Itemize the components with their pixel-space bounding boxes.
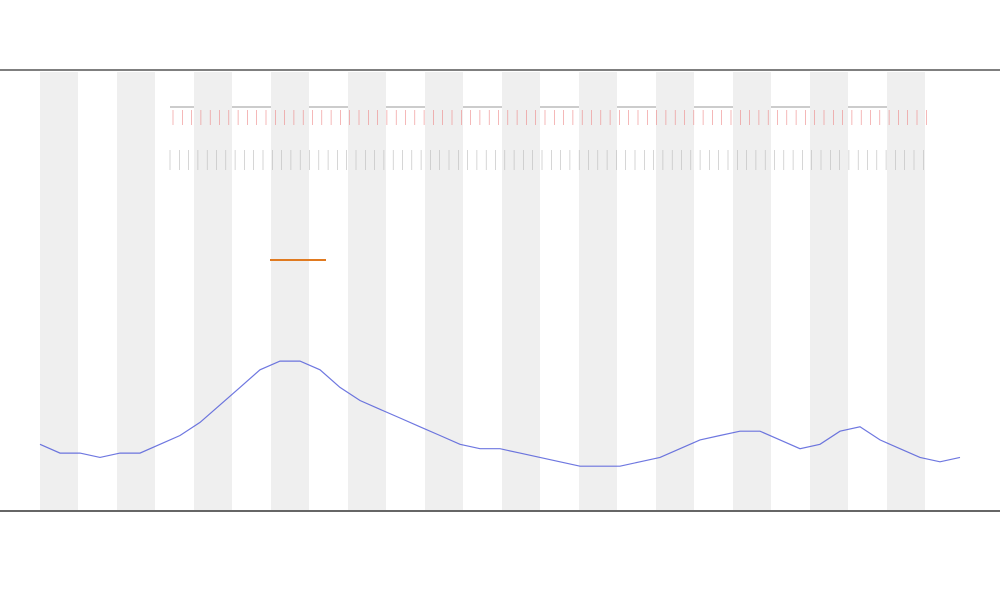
band [271, 72, 309, 510]
band [733, 72, 771, 510]
band [887, 72, 925, 510]
series-line [39, 360, 961, 467]
plot [39, 360, 961, 467]
band [810, 72, 848, 510]
bands [40, 72, 927, 510]
band [502, 72, 540, 510]
band [656, 72, 694, 510]
band [348, 72, 386, 510]
band [117, 72, 155, 510]
band [194, 72, 232, 510]
band [40, 72, 78, 510]
band [579, 72, 617, 510]
band [425, 72, 463, 510]
